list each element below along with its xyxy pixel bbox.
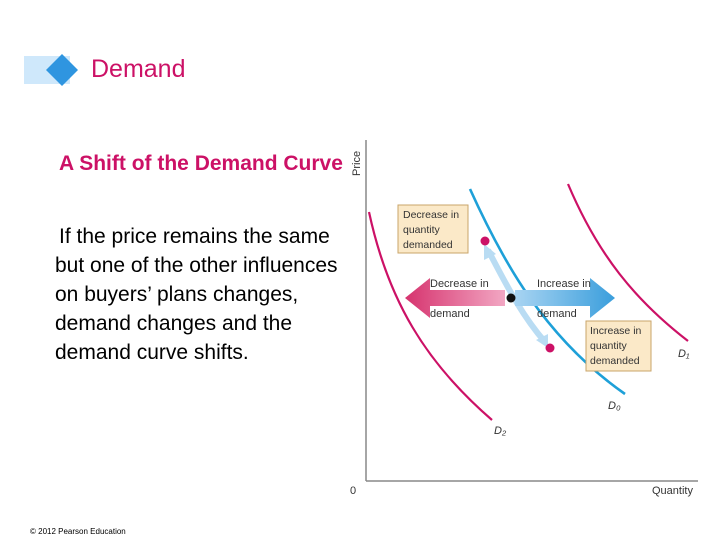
increase-in-demand-label-line2: demand (537, 308, 577, 320)
origin-label: 0 (350, 485, 356, 497)
increase-in-demand-arrow (515, 278, 615, 318)
movement-arrowhead-up (484, 244, 496, 260)
decrease-quantity-demanded-line3: demanded (403, 239, 453, 251)
d2-curve-label: D₂ (494, 425, 507, 437)
slide-subtitle: A Shift of the Demand Curve (59, 152, 343, 175)
point-on-d0-center (506, 293, 516, 303)
y-axis-label: Price (351, 151, 363, 176)
copyright-notice: © 2012 Pearson Education (30, 527, 126, 536)
x-axis-label: Quantity (652, 485, 693, 497)
decrease-quantity-demanded-box (397, 204, 469, 254)
slide-title: Demand (91, 55, 186, 83)
increase-quantity-demanded-line2: quantity (590, 340, 628, 352)
d2-curve (367, 211, 493, 421)
header-decoration (24, 54, 78, 86)
slide-body-text: If the price remains the same but one of… (55, 225, 338, 364)
increase-quantity-demanded-box (585, 320, 652, 372)
decrease-quantity-demanded-line1: Decrease in (403, 209, 459, 221)
point-on-d0-upper (480, 236, 490, 246)
header-diamond-icon (46, 54, 78, 86)
d1-curve (566, 183, 689, 342)
d0-curve-label: D₀ (608, 400, 621, 412)
d1-curve-label: D₁ (678, 348, 690, 360)
movement-arrowhead-down (536, 334, 548, 348)
decrease-in-demand-label-line2: demand (430, 308, 470, 320)
point-on-d0-lower (545, 343, 555, 353)
decrease-in-demand-label-line1: Decrease in (430, 278, 489, 290)
increase-in-demand-label-line1: Increase in (537, 278, 591, 290)
decrease-in-demand-arrow (405, 278, 505, 318)
increase-quantity-demanded-line3: demanded (590, 355, 640, 367)
decrease-quantity-demanded-line2: quantity (403, 224, 441, 236)
increase-quantity-demanded-line1: Increase in (590, 325, 642, 337)
